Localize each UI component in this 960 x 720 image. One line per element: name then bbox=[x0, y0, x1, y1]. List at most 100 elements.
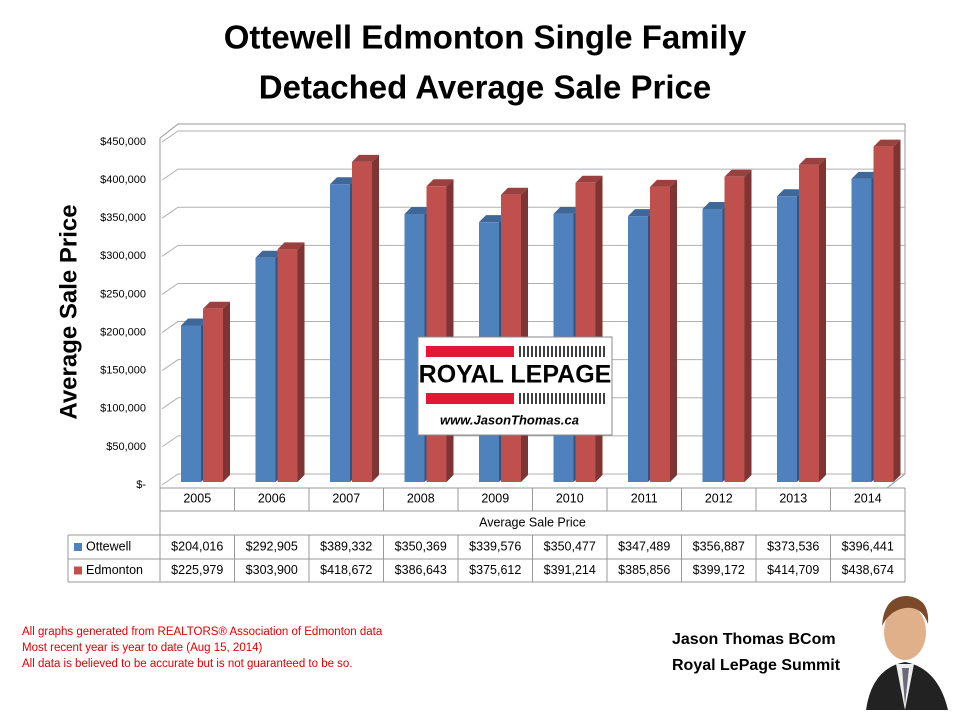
bar bbox=[650, 179, 677, 483]
legend-key bbox=[74, 543, 82, 551]
x-tick-label: 2013 bbox=[779, 491, 807, 505]
bar-top bbox=[799, 157, 826, 165]
logo-stripe bbox=[426, 346, 514, 357]
x-tick-label: 2005 bbox=[183, 491, 211, 505]
table-value: $204,016 bbox=[171, 539, 223, 553]
table-value: $389,332 bbox=[320, 539, 372, 553]
bar-side bbox=[670, 179, 677, 483]
bar-front bbox=[277, 249, 298, 482]
bar-top bbox=[479, 215, 506, 223]
chart-title: Ottewell Edmonton Single Family bbox=[224, 19, 747, 56]
logo-stripe bbox=[426, 393, 514, 404]
table-value: $399,172 bbox=[693, 563, 745, 577]
bar-front bbox=[851, 178, 872, 482]
bar bbox=[277, 242, 305, 482]
grid-line bbox=[161, 130, 905, 143]
table-value: $350,369 bbox=[395, 539, 447, 553]
bar-side bbox=[893, 139, 901, 482]
chart-title: Detached Average Sale Price bbox=[259, 69, 711, 106]
y-tick-label: $- bbox=[136, 479, 146, 491]
table-value: $391,214 bbox=[544, 563, 596, 577]
note: Most recent year is year to date (Aug 15… bbox=[22, 642, 263, 654]
legend-key bbox=[74, 566, 82, 575]
bar-top bbox=[501, 187, 528, 195]
table-value: $292,905 bbox=[246, 539, 298, 553]
bar-front bbox=[650, 186, 670, 483]
bar-front bbox=[181, 325, 201, 482]
bar bbox=[203, 301, 230, 482]
note: All data is believed to be accurate but … bbox=[22, 658, 353, 670]
bar-top bbox=[873, 139, 901, 147]
bar bbox=[352, 154, 379, 482]
bar-side bbox=[297, 242, 305, 482]
x-tick-label: 2011 bbox=[631, 491, 658, 505]
bar-front bbox=[203, 308, 223, 482]
bar bbox=[426, 179, 454, 482]
x-tick-label: 2007 bbox=[332, 491, 360, 505]
bar-side bbox=[595, 175, 603, 483]
bar-top bbox=[851, 171, 879, 179]
bar-front bbox=[330, 184, 350, 482]
bar-side bbox=[223, 301, 230, 482]
table-value: $414,709 bbox=[767, 563, 819, 577]
table-value: $386,643 bbox=[395, 563, 447, 577]
bar-top bbox=[404, 206, 432, 214]
bar-top bbox=[553, 206, 581, 214]
portrait bbox=[862, 592, 952, 710]
bar-top bbox=[650, 179, 677, 187]
logo: ROYAL LEPAGE www.JasonThomas.ca bbox=[417, 336, 613, 436]
bar-top bbox=[426, 179, 454, 187]
bar-front bbox=[724, 176, 745, 482]
bar-front bbox=[426, 186, 447, 482]
x-tick-label: 2012 bbox=[705, 491, 733, 505]
y-tick-label: $350,000 bbox=[100, 212, 146, 224]
bar-side bbox=[819, 157, 826, 482]
bar-top bbox=[255, 250, 283, 258]
bar bbox=[575, 175, 603, 483]
bar-front bbox=[777, 196, 797, 482]
legend-label: Ottewell bbox=[86, 539, 131, 553]
logo-brand: ROYAL LEPAGE bbox=[419, 361, 612, 389]
x-tick-label: 2006 bbox=[258, 491, 286, 505]
signature: Jason Thomas BCom bbox=[672, 631, 836, 648]
signature: Royal LePage Summit bbox=[672, 657, 841, 674]
bar-top bbox=[702, 201, 730, 209]
table-value: $350,477 bbox=[544, 539, 596, 553]
portrait-face bbox=[884, 604, 926, 660]
y-axis-label: Average Sale Price bbox=[55, 204, 82, 419]
y-tick-label: $450,000 bbox=[100, 136, 146, 148]
legend-label: Edmonton bbox=[86, 563, 143, 577]
bar-top bbox=[724, 169, 752, 177]
bar-side bbox=[744, 169, 752, 482]
y-tick-label: $50,000 bbox=[106, 441, 146, 453]
logo-barcode bbox=[519, 346, 605, 404]
bar-side bbox=[521, 187, 528, 482]
bar bbox=[873, 139, 901, 482]
y-tick-label: $150,000 bbox=[100, 365, 146, 377]
bar-top bbox=[203, 301, 230, 309]
bar bbox=[501, 187, 528, 482]
bar-top bbox=[628, 209, 655, 217]
bar-side bbox=[446, 179, 454, 482]
table-value: $356,887 bbox=[693, 539, 745, 553]
y-tick-label: $250,000 bbox=[100, 288, 146, 300]
table-value: $373,536 bbox=[767, 539, 819, 553]
table-value: $225,979 bbox=[171, 563, 223, 577]
table-value: $375,612 bbox=[469, 563, 521, 577]
portrait-hair bbox=[882, 596, 929, 626]
portrait-tie bbox=[902, 668, 909, 705]
bar-top bbox=[181, 318, 208, 326]
note: All graphs generated from REALTORS® Asso… bbox=[22, 626, 383, 638]
y-tick-label: $300,000 bbox=[100, 250, 146, 262]
bar bbox=[799, 157, 826, 482]
bar-front bbox=[255, 257, 276, 482]
bar-top bbox=[575, 175, 603, 183]
bar-front bbox=[628, 216, 648, 482]
bar bbox=[724, 169, 752, 482]
y-tick-label: $100,000 bbox=[100, 403, 146, 415]
y-tick-label: $200,000 bbox=[100, 326, 146, 338]
grid-line bbox=[161, 168, 905, 181]
table-value: $385,856 bbox=[618, 563, 670, 577]
x-tick-label: 2009 bbox=[481, 491, 509, 505]
